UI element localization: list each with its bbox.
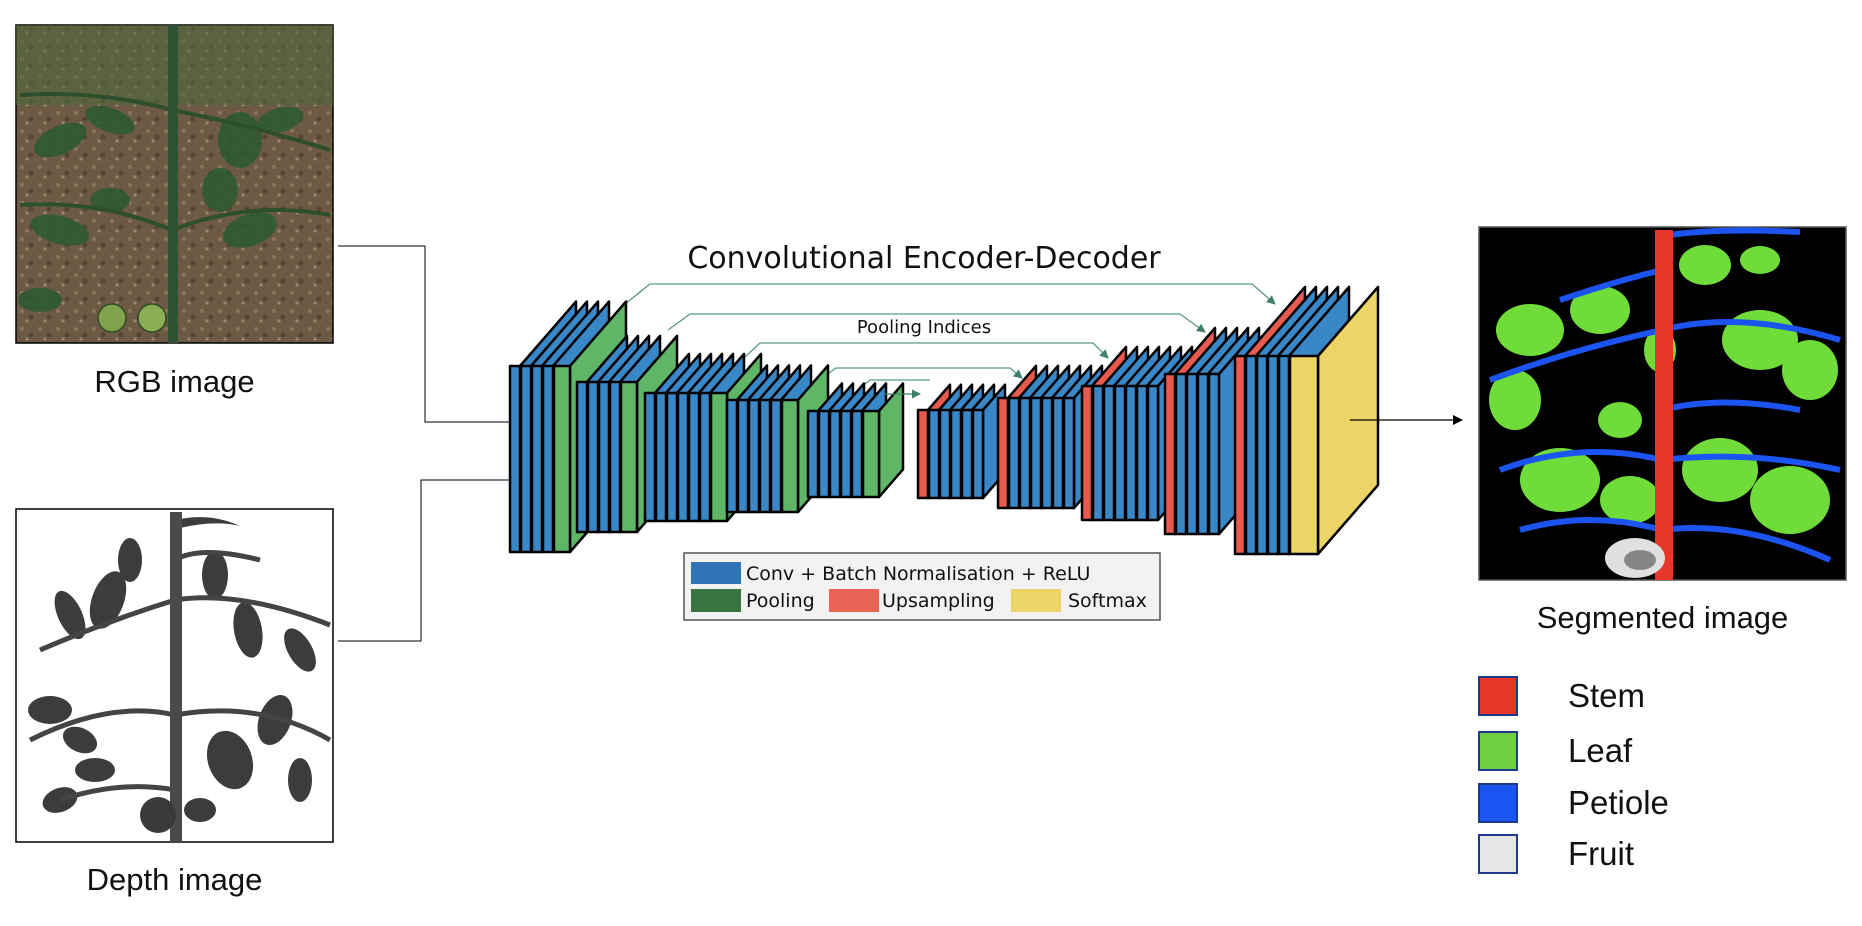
rgb-connector-line [338,245,519,427]
network-title: Convolutional Encoder-Decoder [687,241,1161,276]
network-legend: Conv + Batch Normalisation + ReLU Poolin… [683,552,1161,621]
legend-softmax-swatch [1011,589,1061,612]
legend-label-petiole: Petiole [1568,784,1669,821]
legend-label-leaf: Leaf [1568,732,1633,769]
legend-softmax-label: Softmax [1068,590,1147,612]
rgb-image-caption: RGB image [94,364,255,399]
leaf-color-swatch [1478,731,1518,771]
legend-pool-swatch [691,589,741,612]
legend-label-stem: Stem [1568,677,1646,714]
input-connectors [338,245,519,642]
pooling-index-connections [619,283,1276,385]
depth-connector-line [338,475,519,642]
softmax-layer [1288,285,1380,556]
pooling-layer [861,382,905,499]
pooling-indices-label: Pooling Indices [857,317,991,338]
fruit-color-swatch [1478,834,1518,874]
pooling-index-connection [864,379,930,385]
depth-image-caption: Depth image [86,862,263,897]
legend-upsampling-label: Upsampling [882,590,995,612]
pooling-index-connection [667,313,1206,333]
legend-conv-swatch [691,562,741,584]
rgb-image [15,24,334,344]
legend-conv-label: Conv + Batch Normalisation + ReLU [746,563,1090,585]
pooling-index-connection [619,283,1276,309]
segmented-image [1478,226,1847,581]
pooling-index-connection [824,367,1023,379]
encoder-decoder-blocks [508,285,1380,556]
legend-label-fruit: Fruit [1568,835,1634,872]
legend-pool-label: Pooling [746,590,815,612]
stem-color-swatch [1478,676,1518,716]
petiole-color-swatch [1478,783,1518,823]
depth-image [15,508,334,843]
segmented-image-caption: Segmented image [1536,600,1789,635]
legend-upsampling-swatch [829,589,879,612]
pooling-index-connection [744,342,1109,359]
